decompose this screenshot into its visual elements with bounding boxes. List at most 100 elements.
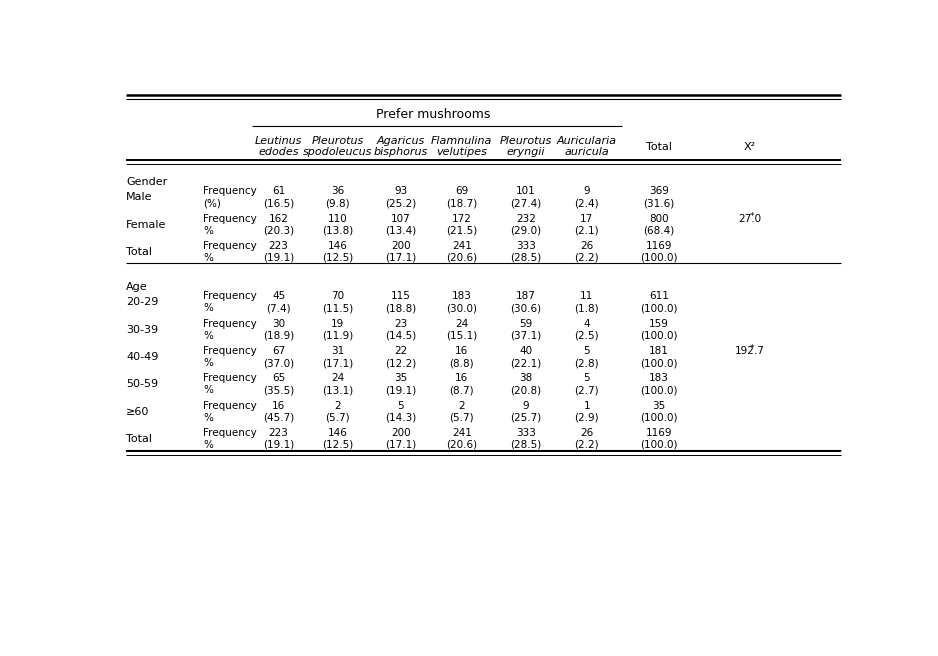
- Text: 5: 5: [583, 373, 590, 383]
- Text: (12.5): (12.5): [322, 253, 353, 263]
- Text: Total: Total: [126, 247, 152, 257]
- Text: %: %: [203, 440, 213, 450]
- Text: 24: 24: [455, 319, 468, 329]
- Text: 16: 16: [272, 401, 285, 411]
- Text: (19.1): (19.1): [263, 253, 295, 263]
- Text: 61: 61: [272, 186, 285, 196]
- Text: Male: Male: [126, 192, 153, 203]
- Text: (14.5): (14.5): [386, 331, 416, 340]
- Text: 1169: 1169: [645, 241, 673, 251]
- Text: 93: 93: [394, 186, 407, 196]
- Text: Leutinus: Leutinus: [255, 136, 302, 146]
- Text: %: %: [203, 331, 213, 340]
- Text: %: %: [203, 413, 213, 422]
- Text: (20.8): (20.8): [510, 385, 541, 396]
- Text: ≥60: ≥60: [126, 407, 149, 417]
- Text: 40: 40: [520, 346, 533, 356]
- Text: 17: 17: [581, 214, 594, 224]
- Text: (13.8): (13.8): [322, 226, 353, 236]
- Text: 9: 9: [522, 401, 529, 411]
- Text: 59: 59: [519, 319, 533, 329]
- Text: 40-49: 40-49: [126, 352, 159, 362]
- Text: 26: 26: [581, 428, 594, 438]
- Text: Agaricus: Agaricus: [377, 136, 425, 146]
- Text: 11: 11: [581, 291, 594, 302]
- Text: Frequency: Frequency: [203, 373, 257, 383]
- Text: 45: 45: [272, 291, 285, 302]
- Text: Age: Age: [126, 282, 147, 292]
- Text: (31.6): (31.6): [643, 198, 674, 209]
- Text: (2.2): (2.2): [575, 440, 599, 450]
- Text: 101: 101: [516, 186, 536, 196]
- Text: (14.3): (14.3): [386, 413, 416, 422]
- Text: 232: 232: [516, 214, 536, 224]
- Text: 2: 2: [334, 401, 340, 411]
- Text: %: %: [203, 253, 213, 263]
- Text: (100.0): (100.0): [640, 440, 677, 450]
- Text: edodes: edodes: [258, 148, 299, 157]
- Text: 67: 67: [272, 346, 285, 356]
- Text: 50-59: 50-59: [126, 379, 159, 389]
- Text: 5: 5: [398, 401, 404, 411]
- Text: 70: 70: [331, 291, 344, 302]
- Text: Total: Total: [646, 142, 672, 152]
- Text: (100.0): (100.0): [640, 385, 677, 396]
- Text: 36: 36: [331, 186, 344, 196]
- Text: (20.6): (20.6): [446, 253, 477, 263]
- Text: 183: 183: [452, 291, 472, 302]
- Text: 65: 65: [272, 373, 285, 383]
- Text: Frequency: Frequency: [203, 291, 257, 302]
- Text: (%): (%): [203, 198, 221, 209]
- Text: (68.4): (68.4): [643, 226, 674, 236]
- Text: 2: 2: [459, 401, 465, 411]
- Text: 333: 333: [516, 428, 536, 438]
- Text: 35: 35: [652, 401, 665, 411]
- Text: (37.0): (37.0): [263, 358, 295, 368]
- Text: (12.2): (12.2): [386, 358, 416, 368]
- Text: Flamnulina: Flamnulina: [431, 136, 492, 146]
- Text: (35.5): (35.5): [263, 385, 295, 396]
- Text: %: %: [203, 304, 213, 314]
- Text: (21.5): (21.5): [446, 226, 477, 236]
- Text: (12.5): (12.5): [322, 440, 353, 450]
- Text: (19.1): (19.1): [263, 440, 295, 450]
- Text: (11.5): (11.5): [322, 304, 353, 314]
- Text: Pleurotus: Pleurotus: [311, 136, 364, 146]
- Text: (22.1): (22.1): [510, 358, 541, 368]
- Text: 69: 69: [455, 186, 468, 196]
- Text: X²: X²: [744, 142, 756, 152]
- Text: auricula: auricula: [565, 148, 610, 157]
- Text: Female: Female: [126, 220, 166, 230]
- Text: velutipes: velutipes: [436, 148, 487, 157]
- Text: 241: 241: [452, 241, 472, 251]
- Text: 181: 181: [649, 346, 669, 356]
- Text: (18.8): (18.8): [386, 304, 416, 314]
- Text: 241: 241: [452, 428, 472, 438]
- Text: (30.0): (30.0): [446, 304, 477, 314]
- Text: (13.1): (13.1): [322, 385, 353, 396]
- Text: (2.7): (2.7): [575, 385, 599, 396]
- Text: 16: 16: [455, 373, 468, 383]
- Text: 146: 146: [327, 241, 347, 251]
- Text: 23: 23: [394, 319, 407, 329]
- Text: 38: 38: [519, 373, 533, 383]
- Text: (2.1): (2.1): [575, 226, 599, 236]
- Text: (2.4): (2.4): [575, 198, 599, 209]
- Text: 200: 200: [391, 428, 411, 438]
- Text: 162: 162: [268, 214, 289, 224]
- Text: (15.1): (15.1): [446, 331, 477, 340]
- Text: (17.1): (17.1): [386, 440, 416, 450]
- Text: 159: 159: [649, 319, 669, 329]
- Text: Frequency: Frequency: [203, 241, 257, 251]
- Text: (8.7): (8.7): [449, 385, 474, 396]
- Text: 611: 611: [649, 291, 669, 302]
- Text: (37.1): (37.1): [510, 331, 541, 340]
- Text: 16: 16: [455, 346, 468, 356]
- Text: (28.5): (28.5): [510, 253, 541, 263]
- Text: (28.5): (28.5): [510, 440, 541, 450]
- Text: 20-29: 20-29: [126, 297, 159, 308]
- Text: 31: 31: [331, 346, 344, 356]
- Text: (20.6): (20.6): [446, 440, 477, 450]
- Text: eryngii: eryngii: [507, 148, 545, 157]
- Text: (13.4): (13.4): [386, 226, 416, 236]
